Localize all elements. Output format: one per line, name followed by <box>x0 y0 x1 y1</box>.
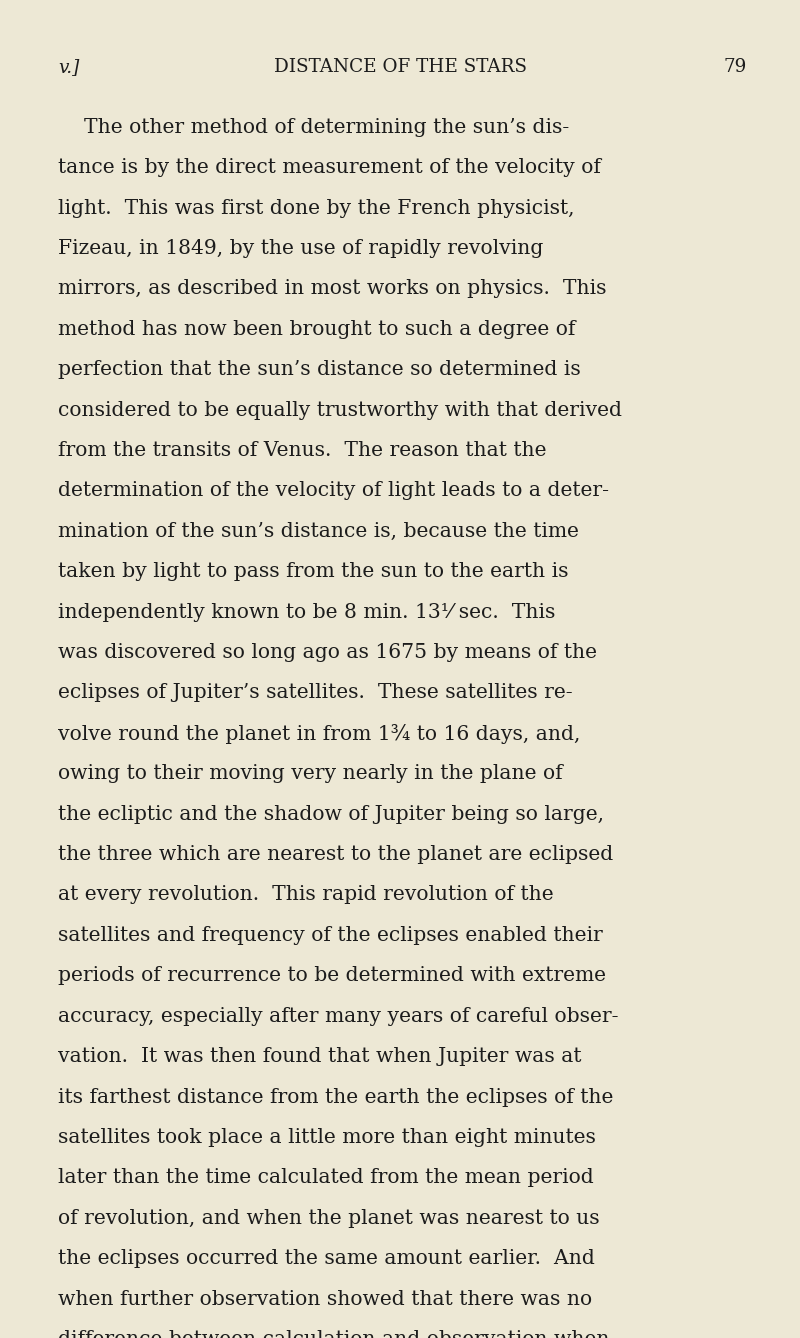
Text: its farthest distance from the earth the eclipses of the: its farthest distance from the earth the… <box>58 1088 614 1107</box>
Text: was discovered so long ago as 1675 by means of the: was discovered so long ago as 1675 by me… <box>58 644 598 662</box>
Text: owing to their moving very nearly in the plane of: owing to their moving very nearly in the… <box>58 764 563 783</box>
Text: accuracy, especially after many years of careful obser-: accuracy, especially after many years of… <box>58 1006 619 1026</box>
Text: method has now been brought to such a degree of: method has now been brought to such a de… <box>58 320 576 339</box>
Text: independently known to be 8 min. 13⅟ sec.  This: independently known to be 8 min. 13⅟ sec… <box>58 602 556 622</box>
Text: vation.  It was then found that when Jupiter was at: vation. It was then found that when Jupi… <box>58 1048 582 1066</box>
Text: when further observation showed that there was no: when further observation showed that the… <box>58 1290 593 1309</box>
Text: the ecliptic and the shadow of Jupiter being so large,: the ecliptic and the shadow of Jupiter b… <box>58 804 605 824</box>
Text: volve round the planet in from 1¾ to 16 days, and,: volve round the planet in from 1¾ to 16 … <box>58 724 581 744</box>
Text: from the transits of Venus.  The reason that the: from the transits of Venus. The reason t… <box>58 442 547 460</box>
Text: satellites and frequency of the eclipses enabled their: satellites and frequency of the eclipses… <box>58 926 603 945</box>
Text: the eclipses occurred the same amount earlier.  And: the eclipses occurred the same amount ea… <box>58 1250 595 1268</box>
Text: Fizeau, in 1849, by the use of rapidly revolving: Fizeau, in 1849, by the use of rapidly r… <box>58 240 544 258</box>
Text: v.]: v.] <box>58 58 80 76</box>
Text: at every revolution.  This rapid revolution of the: at every revolution. This rapid revoluti… <box>58 886 554 904</box>
Text: mination of the sun’s distance is, because the time: mination of the sun’s distance is, becau… <box>58 522 579 541</box>
Text: the three which are nearest to the planet are eclipsed: the three which are nearest to the plane… <box>58 846 614 864</box>
Text: The other method of determining the sun’s dis-: The other method of determining the sun’… <box>58 118 570 136</box>
Text: considered to be equally trustworthy with that derived: considered to be equally trustworthy wit… <box>58 400 622 420</box>
Text: determination of the velocity of light leads to a deter-: determination of the velocity of light l… <box>58 482 610 500</box>
Text: taken by light to pass from the sun to the earth is: taken by light to pass from the sun to t… <box>58 562 569 581</box>
Text: mirrors, as described in most works on physics.  This: mirrors, as described in most works on p… <box>58 280 607 298</box>
Text: difference between calculation and observation when: difference between calculation and obser… <box>58 1330 610 1338</box>
Text: tance is by the direct measurement of the velocity of: tance is by the direct measurement of th… <box>58 158 602 177</box>
Text: periods of recurrence to be determined with extreme: periods of recurrence to be determined w… <box>58 966 606 985</box>
Text: perfection that the sun’s distance so determined is: perfection that the sun’s distance so de… <box>58 360 581 379</box>
Text: eclipses of Jupiter’s satellites.  These satellites re-: eclipses of Jupiter’s satellites. These … <box>58 684 573 702</box>
Text: satellites took place a little more than eight minutes: satellites took place a little more than… <box>58 1128 596 1147</box>
Text: 79: 79 <box>723 58 746 76</box>
Text: later than the time calculated from the mean period: later than the time calculated from the … <box>58 1168 594 1187</box>
Text: light.  This was first done by the French physicist,: light. This was first done by the French… <box>58 198 575 218</box>
Text: DISTANCE OF THE STARS: DISTANCE OF THE STARS <box>274 58 526 76</box>
Text: of revolution, and when the planet was nearest to us: of revolution, and when the planet was n… <box>58 1208 600 1228</box>
